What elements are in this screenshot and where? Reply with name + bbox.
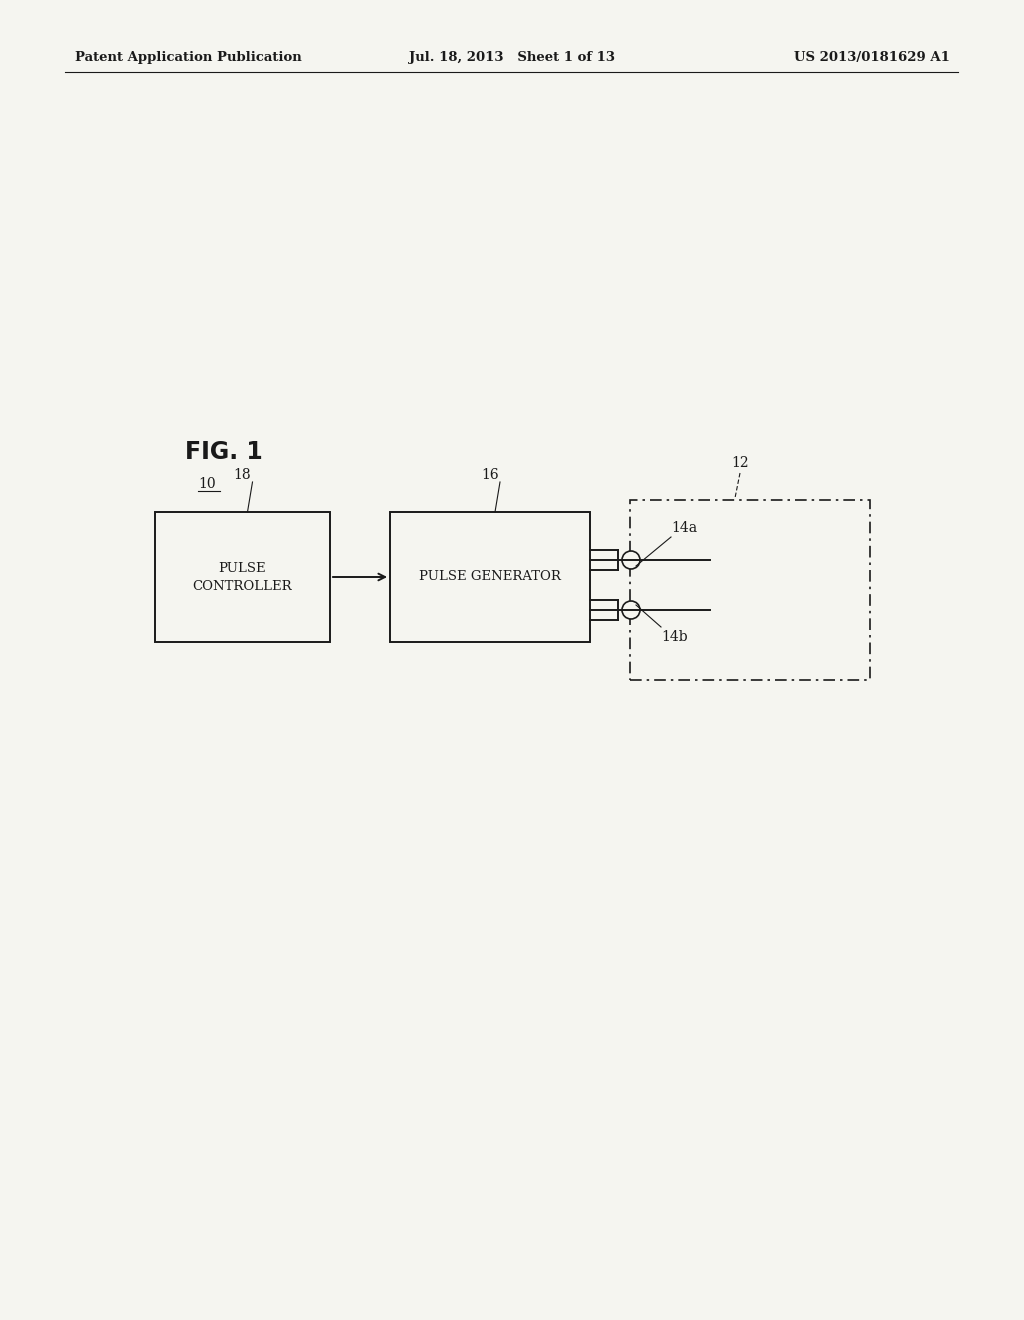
Text: FIG. 1: FIG. 1 (185, 440, 263, 465)
Text: 18: 18 (233, 469, 251, 482)
Text: US 2013/0181629 A1: US 2013/0181629 A1 (795, 51, 950, 65)
Text: PULSE
CONTROLLER: PULSE CONTROLLER (193, 561, 292, 593)
Text: 14b: 14b (662, 630, 688, 644)
Text: 12: 12 (731, 455, 749, 470)
Text: Jul. 18, 2013   Sheet 1 of 13: Jul. 18, 2013 Sheet 1 of 13 (409, 51, 615, 65)
Text: 14a: 14a (671, 521, 697, 535)
Text: 16: 16 (481, 469, 499, 482)
Bar (630, 500, 870, 680)
Text: 10: 10 (198, 477, 216, 491)
Circle shape (622, 601, 640, 619)
Bar (390, 512, 590, 642)
Circle shape (622, 550, 640, 569)
Bar (155, 512, 330, 642)
Text: PULSE GENERATOR: PULSE GENERATOR (419, 570, 561, 583)
Text: Patent Application Publication: Patent Application Publication (75, 51, 302, 65)
